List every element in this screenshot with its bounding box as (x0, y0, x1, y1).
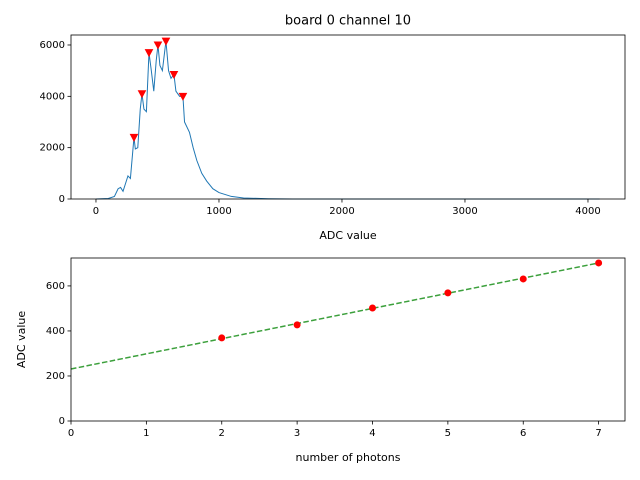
y-tick-label: 6000 (40, 40, 65, 51)
peak-marker (161, 37, 171, 46)
axes-frame (70, 257, 626, 422)
y-tick-label: 0 (59, 194, 65, 205)
axes-frame (70, 34, 626, 200)
y-tick-label: 2000 (40, 143, 65, 154)
peak-marker (129, 133, 139, 142)
peak-marker (137, 90, 147, 99)
x-tick-label: 4000 (575, 206, 600, 217)
peak-marker (144, 49, 154, 58)
y-tick-label: 200 (46, 371, 65, 382)
y-axis-label: ADC value (15, 311, 28, 368)
y-tick-label: 400 (46, 326, 65, 337)
x-tick-label: 3 (294, 428, 300, 439)
peak-marker (169, 71, 179, 80)
x-tick-label: 5 (445, 428, 451, 439)
data-point (519, 275, 527, 283)
peak-marker (153, 41, 163, 50)
x-tick-label: 1000 (206, 206, 231, 217)
y-tick-label: 0 (59, 416, 65, 427)
x-tick-label: 1 (143, 428, 149, 439)
x-tick-label: 2000 (329, 206, 354, 217)
x-tick-label: 2 (219, 428, 225, 439)
chart-title: board 0 channel 10 (285, 14, 411, 29)
y-tick-label: 4000 (40, 91, 65, 102)
plot-area (71, 258, 625, 421)
x-tick-label: 4 (369, 428, 375, 439)
x-tick-label: 3000 (452, 206, 477, 217)
peak-marker (178, 92, 188, 101)
data-line (70, 262, 599, 370)
x-tick-label: 0 (93, 206, 99, 217)
data-line (95, 41, 600, 200)
x-tick-label: 7 (595, 428, 601, 439)
x-tick-label: 0 (68, 428, 74, 439)
plot-area (71, 35, 625, 199)
data-point (595, 259, 603, 267)
x-axis-label: ADC value (319, 229, 376, 242)
data-point (293, 321, 301, 329)
x-tick-label: 6 (520, 428, 526, 439)
data-point (444, 289, 452, 297)
data-point (368, 304, 376, 312)
data-point (218, 334, 226, 342)
x-axis-label: number of photons (296, 451, 401, 464)
y-tick-label: 600 (46, 281, 65, 292)
